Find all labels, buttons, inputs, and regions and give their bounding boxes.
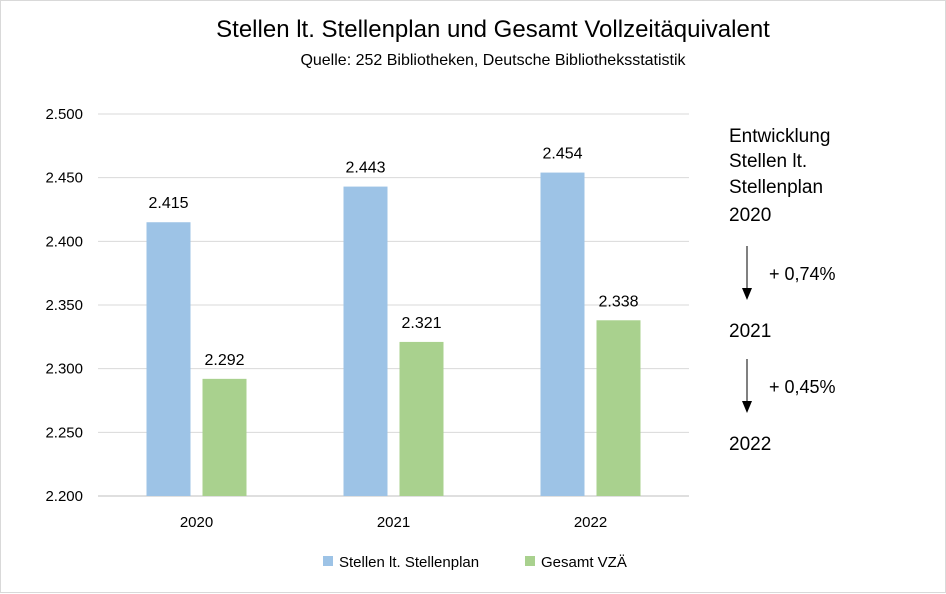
bar-stellen-2020 xyxy=(146,222,191,496)
y-tick-label: 2.500 xyxy=(45,106,83,123)
arrow-2-head xyxy=(742,401,752,413)
bars xyxy=(146,172,641,496)
x-tick-label-2021: 2021 xyxy=(377,514,410,531)
y-tick-label: 2.250 xyxy=(45,424,83,441)
legend-label-stellen: Stellen lt. Stellenplan xyxy=(339,554,479,571)
annotation-heading-line-1: Entwicklung xyxy=(729,126,830,147)
x-axis: 2020 2021 2022 xyxy=(180,514,607,531)
annotation-heading-line-3: Stellenplan xyxy=(729,177,823,198)
data-label-stellen-2021: 2.443 xyxy=(345,160,385,177)
x-tick-label-2022: 2022 xyxy=(574,514,607,531)
annotation-heading-line-2: Stellen lt. xyxy=(729,151,807,172)
development-annotation: Entwicklung Stellen lt. Stellenplan 2020… xyxy=(729,126,836,455)
y-tick-label: 2.400 xyxy=(45,233,83,250)
y-tick-label: 2.300 xyxy=(45,361,83,378)
legend-swatch-vza xyxy=(525,556,535,566)
y-tick-label: 2.350 xyxy=(45,297,83,314)
y-tick-label: 2.200 xyxy=(45,488,83,505)
legend-swatch-stellen xyxy=(323,556,333,566)
data-labels: 2.415 2.292 2.443 2.321 2.454 2.338 xyxy=(148,146,638,369)
y-axis: 2.200 2.250 2.300 2.350 2.400 2.450 2.500 xyxy=(45,106,83,505)
legend-label-vza: Gesamt VZÄ xyxy=(541,554,627,571)
bar-stellen-2021 xyxy=(343,186,388,496)
bar-vza-2021 xyxy=(399,341,444,496)
annotation-year-2021: 2021 xyxy=(729,321,771,342)
data-label-vza-2020: 2.292 xyxy=(204,352,244,369)
legend: Stellen lt. Stellenplan Gesamt VZÄ xyxy=(323,554,627,571)
data-label-stellen-2022: 2.454 xyxy=(542,146,582,163)
bar-stellen-2022 xyxy=(540,172,585,496)
data-label-vza-2021: 2.321 xyxy=(401,315,441,332)
chart-title: Stellen lt. Stellenplan und Gesamt Vollz… xyxy=(216,16,770,43)
y-tick-label: 2.450 xyxy=(45,170,83,187)
x-tick-label-2020: 2020 xyxy=(180,514,213,531)
annotation-heading-line-4: 2020 xyxy=(729,205,771,226)
annotation-change-2: + 0,45% xyxy=(769,377,836,397)
data-label-stellen-2020: 2.415 xyxy=(148,195,188,212)
annotation-change-1: + 0,74% xyxy=(769,264,836,284)
data-label-vza-2022: 2.338 xyxy=(598,293,638,310)
annotation-year-2022: 2022 xyxy=(729,434,771,455)
arrow-1-head xyxy=(742,288,752,300)
bar-vza-2020 xyxy=(202,378,247,496)
gridlines xyxy=(98,113,689,497)
chart-subtitle: Quelle: 252 Bibliotheken, Deutsche Bibli… xyxy=(300,52,686,69)
bar-vza-2022 xyxy=(596,320,641,496)
